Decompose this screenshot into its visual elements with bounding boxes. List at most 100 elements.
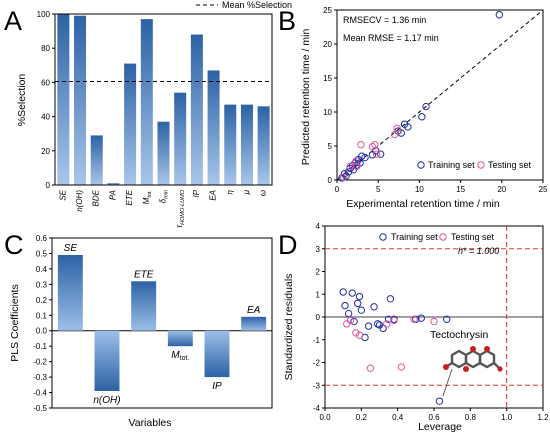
panel-a-y-tick-label: 20 — [41, 147, 50, 156]
panel-d-hstar-label: h* = 1.000 — [458, 246, 499, 256]
panel-a-bar — [174, 92, 187, 185]
panel-c-x-axis-label: Variables — [129, 417, 172, 429]
panel-d-training-point — [350, 317, 358, 326]
panel-c-y-tick-label: 0.0 — [36, 327, 48, 336]
panel-b-y-tick-label: 10 — [323, 108, 332, 117]
panel-b-testing-point — [339, 173, 348, 181]
panel-a-letter: A — [4, 6, 22, 36]
panel-d-y-tick-label: 4 — [316, 222, 321, 231]
panel-c-bar — [204, 330, 230, 378]
panel-d-molecule-label: Tectochrysin — [430, 329, 489, 341]
panel-a-y-tick-label: 40 — [41, 113, 50, 122]
panel-a-x-tick-label: PA — [108, 190, 117, 200]
panel-c-y-tick-label: 0.3 — [36, 280, 48, 289]
panel-a-x-tick-label: SE — [58, 189, 67, 200]
panel-c-y-tick-label: -0.3 — [33, 373, 47, 382]
panel-c-bar-label: IP — [212, 381, 222, 392]
panel-d-testing-point — [410, 315, 418, 323]
panel-d-training-point — [435, 397, 444, 405]
panel-a-bar — [257, 106, 270, 185]
panel-d-training-point — [384, 315, 393, 323]
panel-d-x-tick-label: 0.6 — [428, 413, 440, 422]
panel-d-y-tick-label: 3 — [316, 245, 321, 254]
panel-a-bar — [140, 19, 153, 185]
panel-c-bar — [241, 316, 267, 331]
panel-d-x-axis-label: Leverage — [418, 421, 462, 433]
panel-c-bar — [57, 255, 83, 331]
panel-b-legend-test-marker — [477, 161, 485, 169]
panel-b-testing-point — [352, 157, 360, 165]
panel-b-training-point — [418, 113, 426, 121]
panel-c-y-tick-label: 0.5 — [36, 249, 48, 258]
panel-a-bar — [190, 34, 203, 185]
panel-d-training-point — [364, 322, 373, 330]
panel-a-legend-label: Mean %Selection — [222, 0, 292, 10]
panel-c-bar — [131, 281, 157, 331]
panel-a-x-tick-label: Mtot. — [142, 190, 153, 204]
panel-c-bar-label: ETE — [134, 269, 154, 280]
panel-d-training-point — [344, 309, 353, 318]
panel-b-legend: Training set Testing set — [417, 160, 532, 170]
panel-a-y-axis-label: %Selection — [16, 74, 28, 127]
panel-c-bar-label: n(OH) — [93, 395, 120, 406]
panel-b-plot-frame — [336, 9, 544, 181]
panel-a-x-tick-label: μ — [242, 189, 251, 195]
panel-c-y-tick-label: -0.2 — [33, 358, 47, 367]
panel-b-training-point — [340, 170, 349, 178]
panel-d-x-tick-label: 0.0 — [319, 413, 331, 422]
panel-d-letter: D — [278, 230, 298, 260]
panel-b-letter: B — [278, 6, 296, 36]
panel-b-stat-rmsecv: RMSECV = 1.36 min — [343, 15, 426, 25]
panel-a-y-tick-label: 0 — [46, 181, 51, 190]
panel-b-testing-point — [368, 142, 377, 151]
panel-d-x-tick-label: 0.4 — [392, 413, 404, 422]
panel-d-training-point — [370, 303, 378, 311]
panel-b-training-point — [361, 153, 369, 162]
panel-a-x-tick-label: ETE — [125, 189, 134, 205]
panel-b-x-tick-label: 0 — [335, 185, 340, 194]
panel-b-training-point — [495, 11, 504, 19]
panel-b-legend-train-label: Training set — [428, 160, 475, 170]
panel-d-y-tick-label: -4 — [313, 404, 321, 413]
panel-d-chart: 0.0 0.2 0.4 0.6 0.8 1.0 1.2 -4 -3 -2 -1 0 1 2 3 4 Train… — [283, 222, 549, 433]
panel-c-bar-label: EA — [247, 305, 261, 316]
panel-b-training-point — [358, 152, 366, 160]
panel-d-x-tick-label: 0.2 — [356, 413, 368, 422]
panel-b-legend-train-marker — [417, 161, 425, 169]
panel-c-y-tick-label: 0.1 — [36, 311, 48, 320]
panel-d-training-point — [386, 295, 395, 303]
panel-a-bar — [124, 63, 137, 186]
panel-d-legend-train-marker — [379, 233, 387, 241]
panel-c-chart: -0.5 -0.4 -0.3 -0.2 -0.1 0.0 0.1 0.2 0.3 0.4 0.5 0.… — [9, 234, 273, 429]
panel-d-y-tick-label: -3 — [313, 381, 321, 390]
panel-d-training-point — [357, 306, 366, 314]
molecule-pointer-line — [442, 368, 453, 397]
panel-d-training-point — [339, 288, 347, 296]
panel-c-bar — [167, 330, 193, 347]
panel-b-x-tick-label: 10 — [415, 185, 424, 194]
panel-d-x-tick-label: 1.0 — [501, 413, 513, 422]
panel-d-testing-point — [397, 363, 405, 371]
panel-c-y-tick-label: -0.5 — [33, 404, 47, 413]
panel-a-y-tick-label: 100 — [37, 10, 51, 19]
panel-d-y-tick-label: -2 — [313, 359, 321, 368]
panel-b-testing-point — [372, 150, 381, 158]
panel-d-y-tick-label: -1 — [313, 336, 321, 345]
panel-d-training-point — [348, 289, 356, 297]
panel-a-x-tick-label: ω — [259, 190, 268, 196]
panel-d-training-point — [341, 301, 349, 310]
panel-c-letter: C — [4, 230, 24, 260]
panel-b-testing-point — [393, 124, 401, 133]
panel-a-x-tick-label: τHOMO-LUMO — [175, 189, 186, 228]
panel-b-chart: 0 5 10 15 20 25 0 5 10 15 20 25 RMSECV = 1.36 min M… — [300, 6, 548, 210]
panel-c-y-tick-label: -0.4 — [33, 389, 47, 398]
panel-d-x-tick-label: 1.2 — [537, 413, 549, 422]
panel-d-testing-point — [346, 316, 355, 325]
panel-a-x-tick-label: EA — [209, 190, 218, 201]
panel-c-bar-label: Mtot. — [171, 350, 189, 362]
panel-d-training-point — [379, 324, 387, 333]
panel-b-x-tick-label: 25 — [539, 185, 548, 194]
panel-b-y-tick-label: 15 — [323, 74, 332, 83]
panel-b-testing-point — [390, 130, 399, 139]
